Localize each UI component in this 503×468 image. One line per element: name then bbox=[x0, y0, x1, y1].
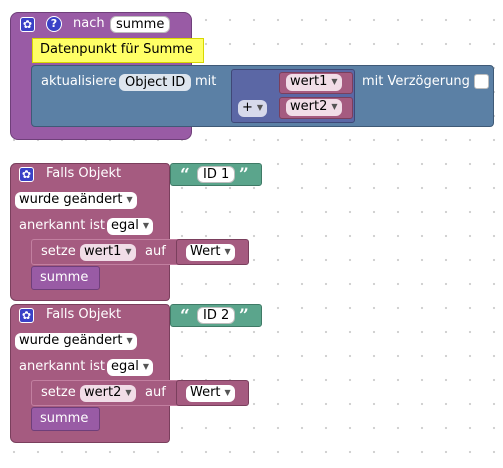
dropdown-arrow-icon: ▼ bbox=[125, 388, 132, 397]
set-variable-dropdown[interactable]: wert1 ▼ bbox=[80, 244, 136, 261]
dropdown-arrow-icon: ▼ bbox=[331, 102, 338, 111]
value-dropdown[interactable]: Wert ▼ bbox=[186, 385, 235, 402]
dropdown-arrow-icon: ▼ bbox=[224, 388, 231, 397]
quote-close-icon: ” bbox=[239, 165, 249, 185]
value-dropdown[interactable]: Wert ▼ bbox=[186, 244, 235, 261]
dropdown-arrow-icon: ▼ bbox=[256, 103, 264, 112]
id-text-field[interactable]: ID 1 bbox=[197, 166, 236, 183]
dropdown-arrow-icon: ▼ bbox=[125, 247, 132, 256]
call-function-label: summe bbox=[40, 270, 89, 285]
operator-dropdown[interactable]: + ▼ bbox=[238, 100, 268, 117]
to-label: auf bbox=[145, 385, 166, 400]
quote-open-icon: “ bbox=[180, 306, 190, 326]
set-variable-dropdown[interactable]: wert2 ▼ bbox=[80, 385, 136, 402]
function-name-field[interactable]: summe bbox=[110, 16, 171, 33]
object-id-field[interactable]: Object ID bbox=[119, 74, 192, 91]
dropdown-arrow-icon: ▼ bbox=[331, 77, 338, 86]
condition-dropdown[interactable]: wurde geändert ▼ bbox=[15, 192, 137, 209]
update-label: aktualisiere bbox=[41, 74, 117, 89]
help-icon[interactable]: ? bbox=[46, 16, 62, 32]
id-text-field[interactable]: ID 2 bbox=[197, 307, 236, 324]
gear-icon[interactable]: ✿ bbox=[20, 17, 35, 32]
dropdown-arrow-icon: ▼ bbox=[142, 221, 149, 230]
quote-open-icon: “ bbox=[180, 165, 190, 185]
function-prefix: nach bbox=[73, 16, 105, 31]
set-label: setze bbox=[41, 385, 76, 400]
delay-checkbox[interactable] bbox=[474, 74, 489, 89]
trigger-header: Falls Objekt bbox=[46, 166, 122, 181]
ack-label: anerkannt ist bbox=[19, 218, 106, 233]
call-function-label: summe bbox=[40, 411, 89, 426]
call-function-block[interactable] bbox=[31, 266, 100, 290]
quote-close-icon: ” bbox=[239, 306, 249, 326]
to-label: auf bbox=[145, 244, 166, 259]
call-function-block[interactable] bbox=[31, 407, 100, 431]
ack-dropdown[interactable]: egal ▼ bbox=[107, 218, 153, 235]
ack-label: anerkannt ist bbox=[19, 359, 106, 374]
input-var-2-dropdown[interactable]: wert2 ▼ bbox=[286, 99, 342, 116]
gear-icon[interactable]: ✿ bbox=[19, 308, 34, 323]
gear-icon[interactable]: ✿ bbox=[19, 167, 34, 182]
dropdown-arrow-icon: ▼ bbox=[126, 336, 133, 345]
ack-dropdown[interactable]: egal ▼ bbox=[107, 359, 153, 376]
set-label: setze bbox=[41, 244, 76, 259]
dropdown-arrow-icon: ▼ bbox=[126, 195, 133, 204]
input-var-1-dropdown[interactable]: wert1 ▼ bbox=[286, 74, 342, 91]
delay-label: mit Verzögerung bbox=[362, 74, 470, 89]
comment-bubble[interactable] bbox=[32, 38, 204, 63]
trigger-header: Falls Objekt bbox=[46, 307, 122, 322]
comment-text: Datenpunkt für Summe bbox=[40, 42, 193, 57]
dropdown-arrow-icon: ▼ bbox=[142, 362, 149, 371]
with-label: mit bbox=[195, 74, 217, 89]
condition-dropdown[interactable]: wurde geändert ▼ bbox=[15, 333, 137, 350]
dropdown-arrow-icon: ▼ bbox=[224, 247, 231, 256]
